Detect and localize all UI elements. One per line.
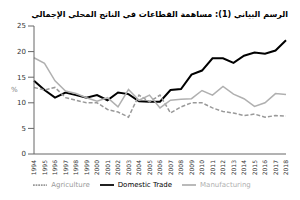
svg-text:1996: 1996 [51, 160, 58, 175]
svg-text:2016: 2016 [261, 160, 268, 175]
svg-text:2006: 2006 [156, 160, 163, 175]
svg-text:%: % [11, 86, 18, 94]
svg-text:2018: 2018 [282, 160, 289, 175]
svg-text:15: 15 [17, 74, 26, 82]
svg-text:2004: 2004 [135, 160, 142, 175]
svg-text:2003: 2003 [125, 160, 132, 175]
svg-text:5: 5 [22, 125, 26, 133]
html-text:Manufacturing: Manufacturing [200, 180, 251, 189]
svg-text:0: 0 [22, 150, 26, 158]
html-text:Domestic Trade: Domestic Trade [117, 180, 173, 189]
svg-text:20: 20 [17, 48, 26, 56]
html-text:الرسم البياني (1): مساهمة القط: الرسم البياني (1): مساهمة القطاعات في ال… [31, 10, 288, 19]
html-text:Agriculture: Agriculture [51, 180, 90, 189]
svg-text:2013: 2013 [230, 160, 237, 175]
svg-text:25: 25 [17, 22, 26, 30]
svg-text:2007: 2007 [167, 160, 174, 175]
svg-text:10: 10 [17, 99, 26, 107]
svg-text:2002: 2002 [114, 160, 121, 175]
svg-text:2014: 2014 [240, 160, 247, 175]
svg-text:1994: 1994 [30, 160, 37, 175]
svg-text:1999: 1999 [83, 160, 90, 175]
svg-text:1998: 1998 [72, 160, 79, 175]
svg-text:2017: 2017 [272, 160, 279, 175]
svg-text:2005: 2005 [146, 160, 153, 175]
svg-text:2012: 2012 [219, 160, 226, 175]
svg-text:1997: 1997 [62, 160, 69, 175]
svg-text:2001: 2001 [104, 160, 111, 175]
svg-text:2015: 2015 [251, 160, 258, 175]
svg-text:2010: 2010 [198, 160, 205, 175]
svg-text:2008: 2008 [177, 160, 184, 175]
svg-text:1995: 1995 [41, 160, 48, 175]
svg-text:2011: 2011 [209, 160, 216, 175]
svg-text:2009: 2009 [188, 160, 195, 175]
svg-text:2000: 2000 [93, 160, 100, 175]
